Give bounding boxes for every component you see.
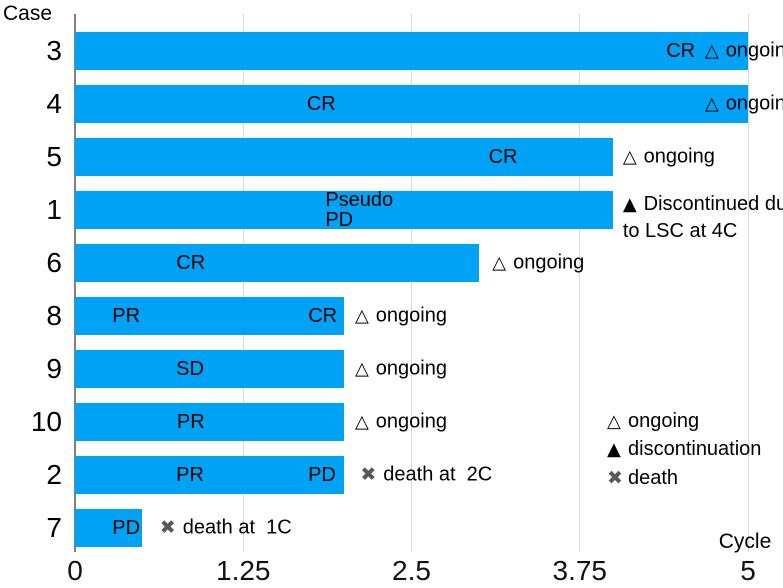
- bar-label: PR: [176, 464, 204, 486]
- case-label: 9: [46, 353, 62, 384]
- annotation-ongoing: △ongoing: [705, 91, 783, 118]
- gridline-1.25: [242, 14, 244, 552]
- x-tick-label: 1.25: [216, 555, 271, 586]
- case-label: 2: [46, 459, 62, 490]
- gridline-2.5: [411, 14, 412, 552]
- annotation-ongoing: △ongoing: [355, 356, 447, 383]
- annotation-death: ✖ death at 2C: [360, 462, 492, 489]
- ongoing-marker-icon: △: [492, 252, 507, 274]
- bar-label: PR: [112, 305, 141, 327]
- bar-label: CR: [306, 93, 336, 115]
- x-tick-label: 0: [67, 555, 83, 586]
- case-bar: [75, 32, 748, 70]
- case-label: 1: [46, 194, 62, 225]
- bar-label: CR: [666, 40, 696, 62]
- gridline-3.75: [579, 14, 581, 552]
- case-bar: [75, 138, 614, 176]
- bar-label: CR: [176, 252, 206, 274]
- death-marker-icon: ✖: [159, 516, 176, 539]
- death-marker-icon: ✖: [607, 467, 623, 490]
- case-bar: [75, 85, 748, 123]
- annotation-ongoing: △ongoing: [623, 144, 715, 171]
- discontinuation-marker-icon: ▲: [622, 194, 637, 215]
- legend-label: ongoing: [628, 409, 700, 432]
- legend-item-death: ✖ death: [607, 464, 761, 493]
- ongoing-marker-icon: △: [354, 305, 369, 327]
- ongoing-marker-icon: △: [704, 93, 719, 115]
- ongoing-marker-icon: △: [704, 40, 719, 62]
- legend-label: death: [628, 466, 679, 489]
- bar-label: PD: [308, 464, 336, 486]
- legend-item-ongoing: △ ongoing: [607, 407, 761, 436]
- y-axis-title: Case: [3, 2, 53, 25]
- annotation-ongoing: △ongoing: [705, 38, 783, 65]
- case-label: 3: [46, 35, 62, 66]
- case-bar: [75, 244, 479, 282]
- case-bar: [75, 509, 143, 547]
- ongoing-marker-icon: △: [354, 358, 369, 380]
- x-axis-title: Cycle: [718, 530, 772, 553]
- death-marker-icon: ✖: [360, 463, 377, 486]
- x-tick-label: 2.5: [392, 555, 431, 586]
- x-tick-label: 5: [740, 555, 756, 586]
- bar-label: PR: [176, 411, 205, 433]
- case-label: 6: [46, 247, 62, 278]
- case-bar: [75, 350, 345, 388]
- annotation-ongoing: △ongoing: [355, 303, 447, 330]
- case-bar: [75, 297, 345, 335]
- case-label: 4: [46, 88, 62, 119]
- case-label: 10: [30, 406, 62, 437]
- bar-label: CR: [488, 146, 518, 168]
- case-label: 7: [46, 512, 62, 543]
- case-bar: [75, 403, 345, 441]
- bar-label: SD: [176, 358, 204, 380]
- bar-label: CR: [308, 305, 338, 327]
- annotation-discontinuation: ▲ Discontinued due to LSC at 4C: [622, 193, 783, 242]
- legend-item-discontinuation: ▲ discontinuation: [607, 436, 761, 465]
- case-bar: [75, 456, 345, 494]
- annotation-ongoing: △ongoing: [492, 250, 584, 277]
- ongoing-marker-icon: △: [354, 411, 369, 433]
- plot-area: CR△ongoingCR△ongoingCR△ongoingPseudoPD▲D…: [74, 14, 783, 552]
- bar-label: PD: [112, 517, 141, 539]
- ongoing-marker-icon: △: [622, 146, 637, 168]
- gridline-5: [747, 14, 749, 552]
- x-tick-label: 3.75: [552, 555, 608, 586]
- case-bar: [75, 191, 614, 229]
- case-label: 8: [46, 300, 62, 331]
- legend-label: discontinuation: [628, 438, 762, 461]
- annotation-ongoing: △ongoing: [355, 409, 447, 436]
- ongoing-marker-icon: △: [607, 410, 621, 432]
- discontinuation-marker-icon: ▲: [607, 439, 621, 461]
- bar-label: Pseudo PD: [325, 189, 394, 231]
- gridline-0: [74, 14, 76, 552]
- case-label: 5: [46, 141, 62, 172]
- legend: △ ongoing ▲ discontinuation ✖ death: [607, 407, 761, 493]
- annotation-death: ✖ death at 1C: [160, 515, 292, 542]
